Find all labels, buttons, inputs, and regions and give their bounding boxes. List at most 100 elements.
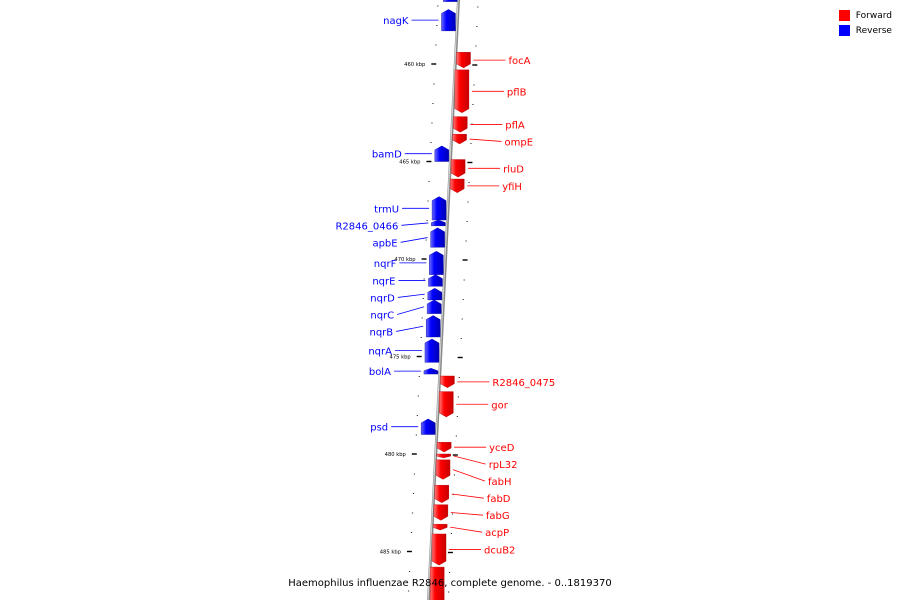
- gene-labels: nagK focA pflB pflA ompE bamD rluD yfiH trmU R284…: [335, 16, 555, 556]
- dcuB2-gene-arrow: [431, 533, 447, 566]
- apbE-gene-label: apbE: [372, 238, 397, 249]
- gor-gene-label: gor: [491, 400, 508, 411]
- minor-tick-right: [458, 377, 460, 378]
- legend-forward: Forward: [838, 8, 892, 23]
- minor-tick-right: [470, 143, 472, 144]
- pflA-gene-label: pflA: [505, 120, 525, 131]
- minor-tick-right: [461, 318, 463, 320]
- tick-label: 460 kbp: [404, 62, 426, 68]
- minor-tick-right: [457, 396, 459, 398]
- legend-forward-label: Forward: [855, 10, 892, 21]
- minor-tick-right: [455, 435, 457, 437]
- rpL32-gene-arrow: [436, 453, 451, 459]
- nqrC-leader-line: [397, 306, 425, 315]
- psd-gene-label: psd: [370, 423, 388, 434]
- rpL32-gene-label: rpL32: [489, 460, 518, 471]
- gene-features: [420, 0, 471, 600]
- fabH-gene-label: fabH: [488, 477, 512, 488]
- R2846_0466-leader-line: [401, 222, 429, 226]
- nqrF-gene-arrow: [429, 250, 444, 275]
- nqrA-gene-label: nqrA: [368, 347, 392, 358]
- nqrB-leader-line: [396, 325, 424, 332]
- minor-ticks: [407, 5, 479, 593]
- minor-tick-left: [411, 512, 414, 514]
- fabG-gene-arrow: [433, 504, 449, 521]
- minor-tick-right: [476, 26, 478, 27]
- trmU-gene-label: trmU: [374, 204, 399, 215]
- tick-label: 485 kbp: [380, 550, 402, 556]
- minor-tick-right: [468, 182, 470, 183]
- minor-tick-left: [427, 200, 429, 202]
- minor-tick-right: [465, 240, 467, 242]
- apbE-gene-arrow: [430, 227, 445, 248]
- fabD-leader-line: [451, 493, 484, 499]
- bamD-gene-label: bamD: [372, 150, 402, 161]
- yceD-gene-arrow: [436, 442, 452, 453]
- nqrE-gene-arrow: [428, 274, 443, 287]
- minor-tick-right: [450, 533, 453, 534]
- R2846_0466-gene-arrow: [431, 219, 446, 227]
- unnamed-gene-arrow: [443, 0, 458, 2]
- nqrE-gene-label: nqrE: [372, 276, 395, 287]
- minor-tick-left: [436, 25, 438, 26]
- apbE-leader-line: [400, 237, 428, 243]
- minor-tick-right: [473, 84, 475, 86]
- fabG-gene-label: fabG: [486, 511, 510, 522]
- minor-tick-left: [412, 493, 415, 494]
- nqrB-gene-label: nqrB: [370, 327, 394, 338]
- minor-tick-left: [423, 278, 425, 280]
- acpP-gene-arrow: [432, 524, 448, 531]
- gor-gene-arrow: [439, 391, 454, 418]
- minor-tick-right: [451, 513, 454, 515]
- psd-gene-arrow: [420, 418, 436, 435]
- fabD-gene-label: fabD: [487, 494, 511, 505]
- nagK-gene-arrow: [441, 9, 456, 32]
- ompE-gene-arrow: [452, 134, 467, 145]
- minor-tick-right: [448, 572, 451, 573]
- yceD-gene-label: yceD: [489, 443, 515, 454]
- minor-tick-left: [418, 376, 420, 377]
- ompE-leader-line: [469, 138, 502, 142]
- minor-tick-right: [477, 6, 479, 8]
- bolA-gene-label: bolA: [369, 367, 391, 378]
- minor-tick-left: [425, 239, 427, 241]
- nqrC-gene-label: nqrC: [370, 310, 394, 321]
- yfiH-gene-arrow: [450, 178, 465, 193]
- minor-tick-right: [467, 201, 469, 203]
- bamD-gene-arrow: [434, 145, 450, 162]
- R2846_0475-gene-arrow: [440, 375, 455, 388]
- minor-tick-left: [428, 181, 430, 182]
- nqrD-leader-line: [397, 293, 425, 298]
- genome-backbone-highlight: [427, 0, 459, 600]
- minor-tick-right: [460, 338, 462, 339]
- scale-tick: 470 kbp: [394, 257, 468, 263]
- focA-gene-label: focA: [508, 56, 530, 67]
- minor-tick-right: [453, 474, 456, 476]
- minor-tick-left: [417, 395, 419, 397]
- minor-tick-right: [472, 104, 474, 105]
- ompE-gene-label: ompE: [505, 137, 534, 148]
- tick-label: 480 kbp: [385, 452, 407, 458]
- minor-tick-left: [431, 122, 433, 124]
- tick-label: 465 kbp: [399, 160, 421, 166]
- minor-tick-left: [437, 5, 439, 7]
- nqrA-gene-arrow: [424, 338, 440, 363]
- tick-label: 475 kbp: [390, 355, 412, 361]
- acpP-leader-line: [450, 526, 483, 533]
- fabH-gene-arrow: [435, 459, 451, 480]
- legend-reverse-swatch: [838, 25, 850, 36]
- minor-tick-right: [471, 123, 473, 125]
- yfiH-gene-label: yfiH: [502, 182, 522, 193]
- minor-tick-left: [415, 434, 417, 436]
- nagK-gene-label: nagK: [383, 16, 409, 27]
- legend-reverse-label: Reverse: [855, 25, 892, 36]
- nqrD-gene-label: nqrD: [370, 293, 395, 304]
- minor-tick-left: [413, 473, 416, 475]
- minor-tick-right: [463, 279, 465, 281]
- acpP-gene-label: acpP: [485, 528, 509, 539]
- unnamed-gene-arrow: [429, 566, 445, 600]
- dcuB2-gene-label: dcuB2: [484, 546, 515, 557]
- minor-tick-right: [447, 591, 450, 593]
- minor-tick-left: [416, 415, 418, 416]
- minor-tick-left: [407, 590, 410, 592]
